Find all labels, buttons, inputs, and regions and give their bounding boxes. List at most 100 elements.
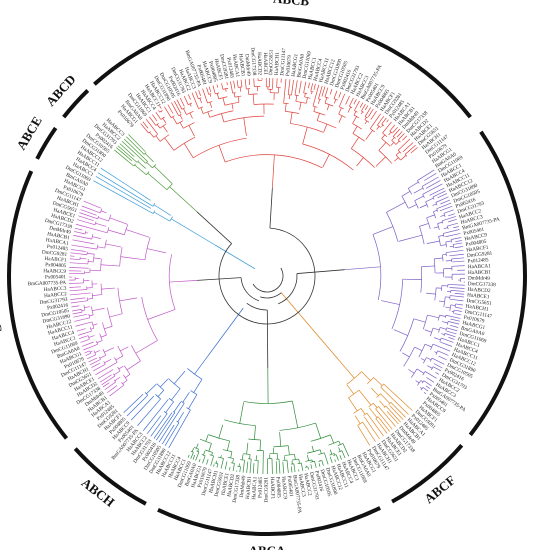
- branch: [76, 328, 86, 332]
- branch: [117, 366, 121, 372]
- branch: [290, 466, 293, 473]
- branch: [361, 371, 371, 381]
- branch: [85, 353, 91, 356]
- branch: [426, 240, 440, 244]
- branch: [97, 246, 105, 249]
- branch: [157, 390, 165, 397]
- branch: [293, 463, 296, 473]
- tip-label: HaABCA1: [468, 263, 492, 270]
- tip-label: HaABCD2: [467, 287, 491, 295]
- tip-label: DmCG5651: [268, 49, 275, 75]
- branch: [328, 440, 340, 446]
- branch: [443, 227, 448, 230]
- branch: [99, 208, 103, 214]
- branch: [190, 452, 194, 459]
- branch: [310, 90, 314, 93]
- branch: [91, 234, 94, 240]
- branch: [118, 365, 124, 370]
- branch: [120, 346, 129, 352]
- tip-label: HaABCG1: [462, 320, 486, 331]
- branch: [356, 157, 364, 167]
- branch: [364, 120, 368, 125]
- branch: [315, 422, 322, 439]
- branch: [449, 304, 452, 312]
- branch: [392, 128, 401, 137]
- branch: [230, 462, 235, 464]
- branch: [100, 258, 102, 271]
- branch: [147, 172, 168, 190]
- branch: [452, 260, 465, 263]
- tip-label: HaABCH1: [274, 52, 281, 76]
- branch: [449, 324, 459, 328]
- branch: [88, 313, 91, 318]
- branch: [436, 202, 452, 210]
- branch: [434, 257, 443, 260]
- branch: [100, 264, 120, 267]
- branch: [323, 452, 329, 465]
- branch: [311, 445, 314, 452]
- branch: [153, 211, 171, 222]
- branch: [209, 93, 212, 97]
- branch: [211, 452, 213, 456]
- branch: [338, 359, 355, 379]
- clade: [123, 356, 208, 449]
- branch: [423, 172, 437, 181]
- branch: [125, 229, 150, 238]
- branch: [104, 347, 115, 353]
- branch: [434, 287, 437, 301]
- tip-label: DmCG11147: [464, 309, 493, 320]
- branch: [275, 461, 278, 474]
- branch: [104, 325, 113, 330]
- bracket-arc-abce: [35, 126, 58, 160]
- branch: [421, 176, 439, 187]
- backbone-branch: [280, 292, 339, 360]
- branch: [449, 245, 454, 248]
- branch: [169, 186, 198, 213]
- tip-label: HaABCC3: [460, 214, 484, 226]
- tree-branches: [68, 77, 465, 475]
- branch: [338, 107, 342, 115]
- branch: [400, 155, 407, 161]
- branch: [75, 321, 92, 327]
- branch: [114, 149, 135, 167]
- tip-label: DmCG9281: [264, 477, 270, 503]
- branch: [72, 239, 95, 245]
- branch: [446, 330, 457, 335]
- branch: [84, 350, 90, 354]
- branch: [306, 449, 321, 454]
- branch: [107, 307, 113, 327]
- branch: [376, 126, 380, 130]
- branch: [375, 406, 379, 410]
- branch: [430, 366, 434, 371]
- branch: [318, 452, 325, 455]
- branch: [425, 197, 434, 203]
- branch: [126, 394, 149, 417]
- branch: [367, 108, 374, 118]
- branch: [78, 330, 92, 336]
- branch: [375, 156, 386, 167]
- branch: [254, 425, 256, 440]
- branch: [318, 99, 321, 104]
- branch: [88, 335, 95, 338]
- branch: [176, 420, 180, 423]
- tip-label: DmCG17338: [232, 474, 242, 503]
- branch: [444, 333, 456, 338]
- branch: [455, 307, 463, 309]
- branch: [382, 121, 392, 134]
- branch: [393, 329, 408, 336]
- branch: [362, 421, 376, 442]
- branch: [102, 382, 110, 388]
- tip-label: DmCG17338: [468, 281, 497, 288]
- branch: [209, 454, 214, 457]
- branch: [116, 147, 133, 162]
- branch: [159, 134, 170, 142]
- branch: [388, 131, 392, 136]
- branch: [193, 379, 203, 393]
- tip-label-ring: Px010679HaABCG1BmGA0A0DmCG11069HaABCC1Ha…: [28, 47, 501, 514]
- branch: [285, 111, 299, 114]
- branch: [142, 121, 149, 129]
- branch: [352, 126, 358, 134]
- branch: [434, 337, 441, 341]
- branch: [339, 106, 344, 110]
- branch: [426, 377, 435, 383]
